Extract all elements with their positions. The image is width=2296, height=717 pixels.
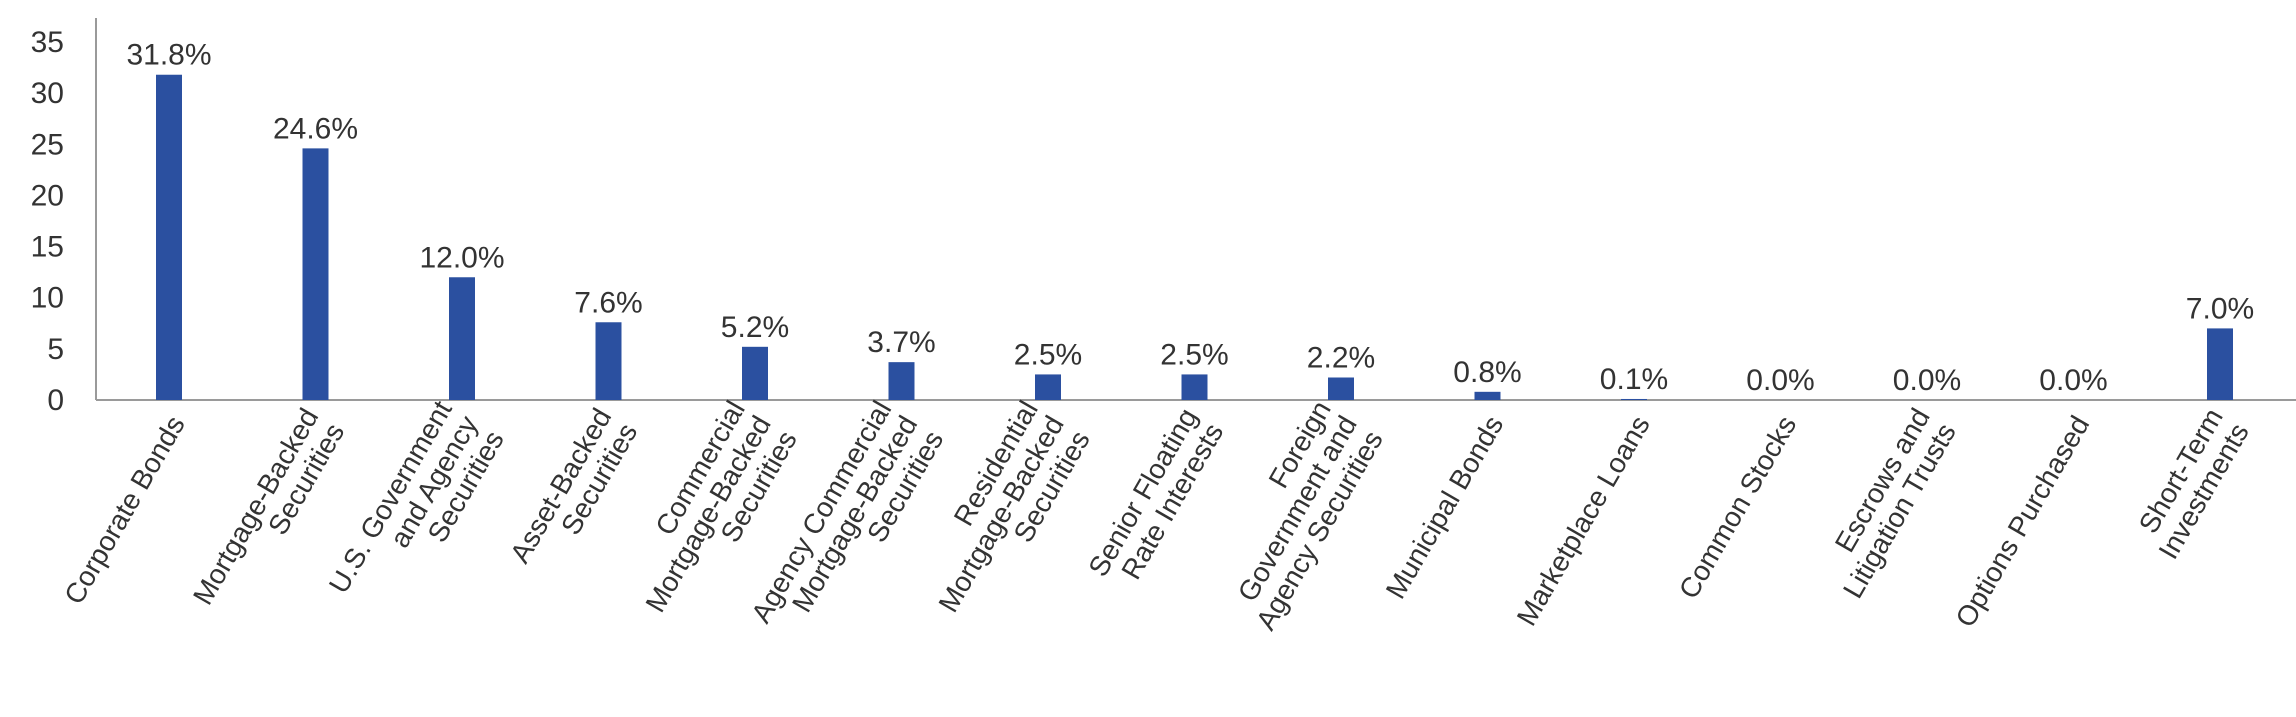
bar <box>156 74 182 400</box>
data-label: 7.6% <box>574 286 642 319</box>
category-label: Marketplace Loans <box>1511 411 1656 631</box>
category-label: Municipal Bonds <box>1380 411 1510 604</box>
data-labels: 31.8% 24.6% 12.0% 7.6% 5.2% 3.7% 2.5% 2.5% 2.2% 0… <box>126 39 2254 397</box>
bar <box>302 148 329 400</box>
bar <box>1328 377 1354 400</box>
data-label: 3.7% <box>867 326 935 359</box>
y-tick-label: 5 <box>47 333 64 366</box>
category-label: Options Purchased <box>1949 411 2095 633</box>
y-tick-label: 30 <box>31 77 64 110</box>
data-label: 2.5% <box>1160 338 1228 371</box>
data-label: 7.0% <box>2186 292 2254 325</box>
category-label-line: Corporate Bonds <box>58 411 191 610</box>
bar <box>2207 328 2233 400</box>
data-label: 31.8% <box>126 39 211 72</box>
data-label: 5.2% <box>721 311 789 344</box>
category-labels: Corporate BondsMortgage-BackedSecurities… <box>58 395 2255 636</box>
y-tick-label: 20 <box>31 179 64 212</box>
data-label: 0.0% <box>1893 364 1961 397</box>
bar <box>595 322 622 400</box>
category-label: Corporate Bonds <box>58 411 191 610</box>
bar <box>742 346 768 400</box>
y-tick-label: 35 <box>31 26 64 59</box>
bar <box>1181 374 1208 400</box>
category-label-line: Options Purchased <box>1949 411 2095 633</box>
category-label: Common Stocks <box>1673 411 1803 604</box>
category-label-line: Municipal Bonds <box>1380 411 1510 604</box>
bar <box>888 362 915 400</box>
y-tick-label: 10 <box>31 282 64 315</box>
category-label-line: Marketplace Loans <box>1511 411 1656 631</box>
data-label: 0.8% <box>1453 356 1521 389</box>
data-label: 0.1% <box>1600 363 1668 396</box>
data-label: 0.0% <box>1746 364 1814 397</box>
y-tick-label: 0 <box>47 384 64 417</box>
data-label: 0.0% <box>2039 364 2107 397</box>
y-tick-label: 15 <box>31 231 64 264</box>
bar <box>1474 391 1501 400</box>
bar <box>1035 374 1061 400</box>
y-tick-label: 25 <box>31 128 64 161</box>
bar <box>1621 398 1647 400</box>
bar <box>449 277 475 400</box>
y-axis-ticks: 0 5 10 15 20 25 30 35 <box>31 26 64 417</box>
data-label: 2.2% <box>1307 341 1375 374</box>
data-label: 12.0% <box>419 241 504 274</box>
data-label: 2.5% <box>1014 338 1082 371</box>
category-label-line: Common Stocks <box>1673 411 1803 604</box>
data-label: 24.6% <box>273 112 358 145</box>
bars <box>156 74 2233 400</box>
